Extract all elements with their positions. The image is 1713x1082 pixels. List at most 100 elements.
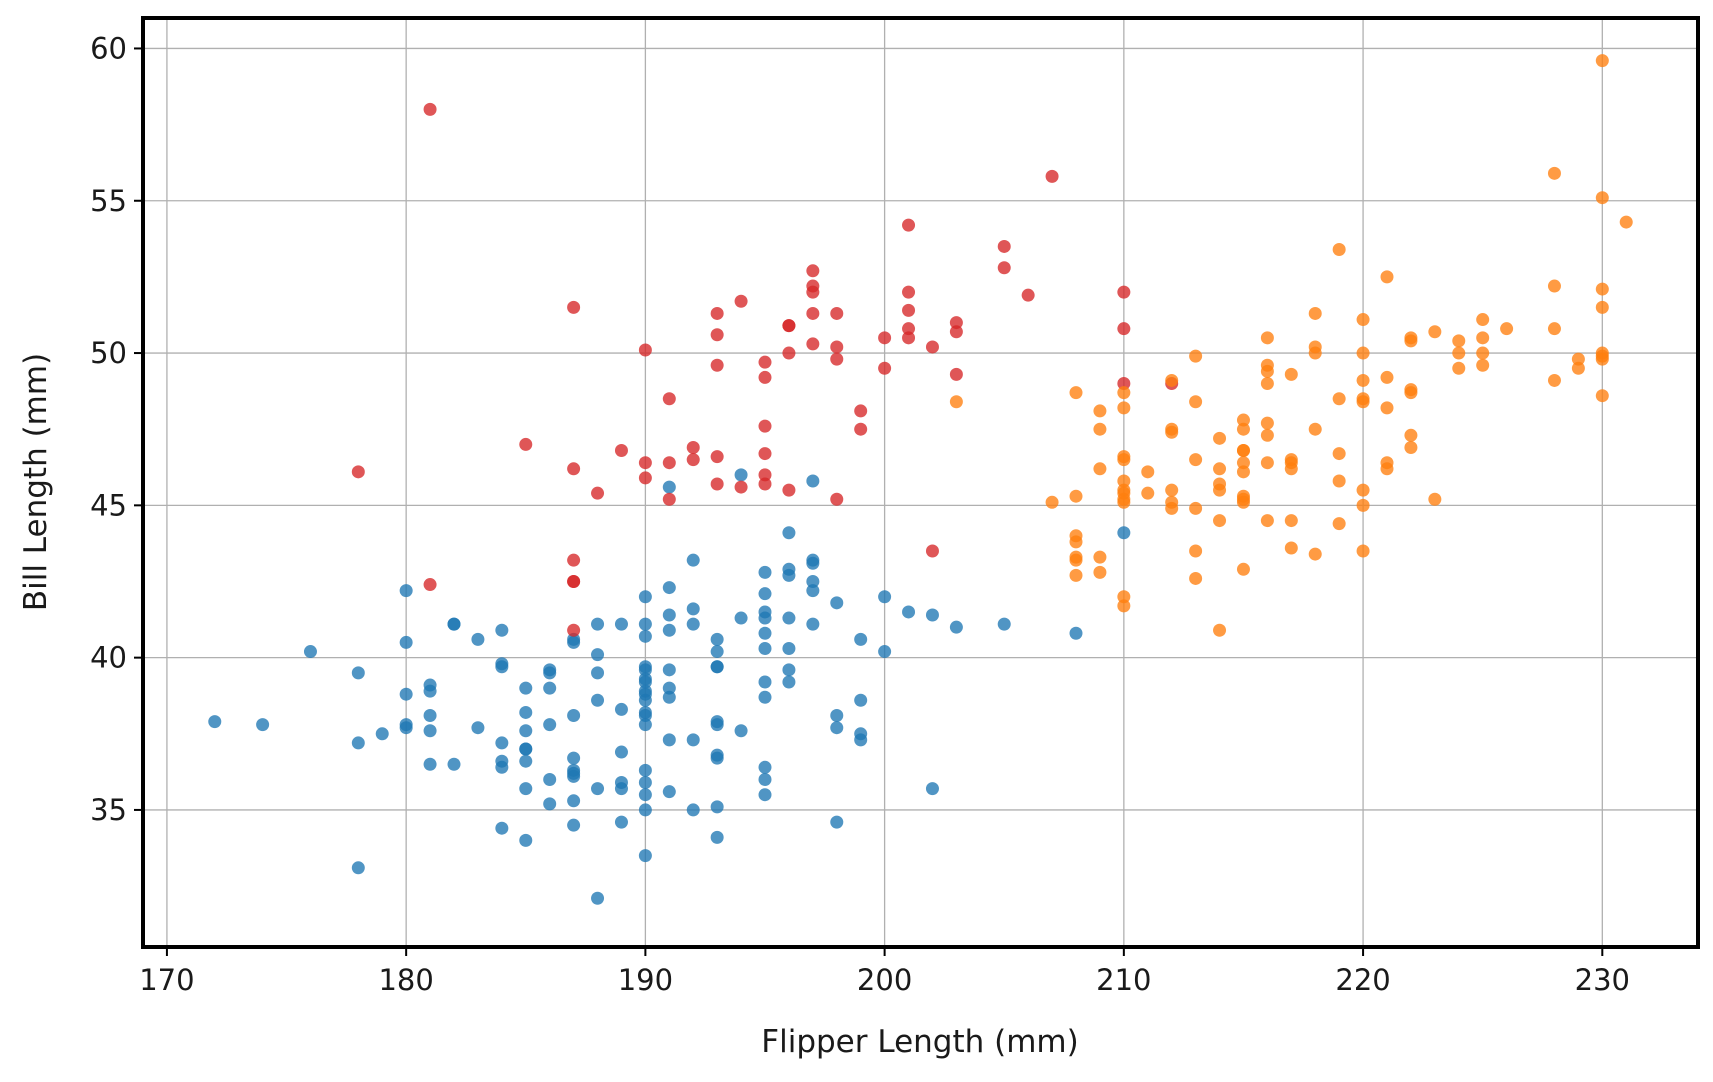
data-point [567, 709, 581, 723]
data-point [519, 437, 533, 451]
data-point [758, 565, 772, 579]
data-point [710, 328, 724, 342]
data-point [1404, 386, 1418, 400]
data-point [1117, 599, 1131, 613]
data-point [878, 590, 892, 604]
data-point [1189, 501, 1203, 515]
y-tick-label: 60 [90, 31, 127, 65]
data-point [710, 358, 724, 372]
data-point [997, 239, 1011, 253]
data-point [734, 480, 748, 494]
data-point [638, 663, 652, 677]
data-point [519, 705, 533, 719]
data-point [591, 666, 605, 680]
data-point [1236, 562, 1250, 576]
data-point [854, 693, 868, 707]
plot-frame [141, 16, 1700, 949]
data-point [591, 891, 605, 905]
data-point [902, 322, 916, 336]
data-point [614, 782, 628, 796]
data-point [1308, 547, 1322, 561]
data-point [1356, 313, 1370, 327]
data-point [1189, 544, 1203, 558]
data-point [806, 474, 820, 488]
data-point [447, 757, 461, 771]
data-point [208, 715, 222, 729]
data-point [758, 419, 772, 433]
data-point [782, 526, 796, 540]
data-point [543, 772, 557, 786]
data-point [830, 340, 844, 354]
data-point [734, 724, 748, 738]
data-point [662, 581, 676, 595]
data-point [495, 660, 509, 674]
data-point [686, 733, 700, 747]
x-tick-label: 190 [618, 963, 673, 997]
data-point [830, 721, 844, 735]
data-point [423, 724, 437, 738]
data-point [638, 776, 652, 790]
data-point [734, 294, 748, 308]
data-point [1189, 571, 1203, 585]
data-point [614, 815, 628, 829]
data-point [614, 617, 628, 631]
data-point [1308, 346, 1322, 360]
data-point [591, 486, 605, 500]
x-tick-label: 210 [1096, 963, 1151, 997]
data-point [1117, 495, 1131, 509]
data-point [710, 477, 724, 491]
data-point [1380, 462, 1394, 476]
y-tick-label: 35 [90, 793, 127, 827]
data-point [1165, 425, 1179, 439]
data-point [543, 718, 557, 732]
data-point [662, 608, 676, 622]
data-point [830, 709, 844, 723]
data-point [830, 815, 844, 829]
x-tick-label: 170 [139, 963, 194, 997]
data-point [902, 605, 916, 619]
data-point [1404, 428, 1418, 442]
data-point [351, 465, 365, 479]
data-point [662, 392, 676, 406]
data-point [638, 471, 652, 485]
data-point [1069, 386, 1083, 400]
data-point [806, 306, 820, 320]
data-point [638, 803, 652, 817]
data-point [662, 480, 676, 494]
data-point [758, 675, 772, 689]
data-point [1236, 422, 1250, 436]
data-point [710, 632, 724, 646]
data-point [710, 800, 724, 814]
data-point [567, 462, 581, 476]
data-point [710, 718, 724, 732]
data-point [830, 596, 844, 610]
data-point [1356, 483, 1370, 497]
data-point [925, 340, 939, 354]
data-point [806, 337, 820, 351]
data-point [1547, 166, 1561, 180]
data-point [1571, 361, 1585, 375]
data-point [758, 611, 772, 625]
data-point [662, 492, 676, 506]
data-point [662, 456, 676, 470]
data-point [1356, 544, 1370, 558]
data-point [591, 648, 605, 662]
data-point [1213, 623, 1227, 637]
data-point [567, 794, 581, 808]
data-point [375, 727, 389, 741]
data-point [710, 645, 724, 659]
data-point [423, 709, 437, 723]
data-point [1332, 447, 1346, 461]
data-point [423, 684, 437, 698]
axis-ticks: 170 180 190 200 210 220 230 35 40 45 50 55 60 [90, 31, 1630, 997]
data-point [949, 367, 963, 381]
data-point [638, 709, 652, 723]
data-point [1356, 346, 1370, 360]
data-point [1093, 422, 1107, 436]
data-point [519, 754, 533, 768]
data-point [495, 760, 509, 774]
data-point [758, 477, 772, 491]
data-point [1236, 456, 1250, 470]
data-point [782, 346, 796, 360]
data-point [758, 355, 772, 369]
